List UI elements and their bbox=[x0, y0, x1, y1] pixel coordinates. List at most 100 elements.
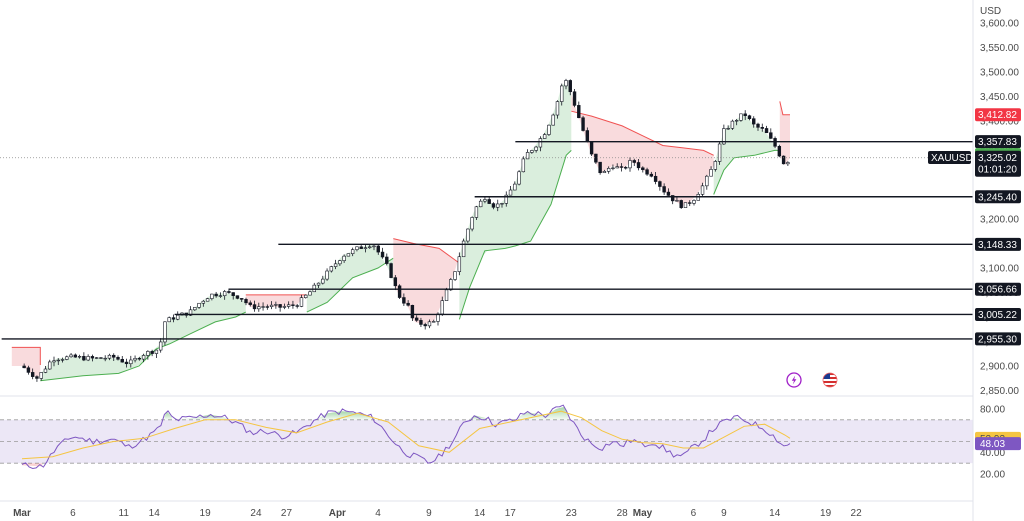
level-price-label: 3,148.33 bbox=[978, 240, 1017, 251]
candle-body bbox=[257, 306, 261, 310]
candle-body bbox=[56, 359, 60, 362]
candle-body bbox=[722, 128, 726, 145]
candle-body bbox=[163, 321, 167, 343]
candle-body bbox=[700, 185, 705, 195]
level-price-label: 3,245.40 bbox=[978, 192, 1017, 203]
candle-body bbox=[137, 358, 142, 360]
candle-body bbox=[282, 306, 287, 308]
candle-body bbox=[624, 167, 628, 169]
candle-body bbox=[154, 349, 159, 354]
candle-body bbox=[410, 304, 415, 319]
candle-body bbox=[756, 123, 760, 128]
candle-body bbox=[171, 317, 176, 320]
candle-body bbox=[350, 249, 355, 255]
candle-body bbox=[116, 356, 120, 360]
us-flag-icon[interactable] bbox=[822, 372, 838, 388]
price-tick-label: 3,550.00 bbox=[980, 43, 1019, 54]
rsi-ma-line bbox=[21, 410, 791, 460]
rsi-overbought-fill bbox=[317, 411, 373, 420]
candle-body bbox=[440, 300, 444, 315]
rsi-overbought-fill bbox=[517, 407, 569, 420]
candle-body bbox=[393, 277, 398, 287]
candle-body bbox=[777, 145, 782, 157]
supertrend-up-fill bbox=[306, 243, 394, 313]
price-label-red: 3,412.82 bbox=[978, 110, 1017, 121]
level-price-label: 3,357.83 bbox=[978, 137, 1017, 148]
candle-body bbox=[77, 356, 82, 358]
level-price-tag bbox=[975, 190, 1021, 204]
candle-body bbox=[752, 118, 756, 125]
candle-body bbox=[43, 368, 48, 373]
candle-body bbox=[261, 306, 265, 308]
price-tick-label: 2,900.00 bbox=[980, 362, 1019, 373]
candle-body bbox=[26, 367, 31, 373]
supertrend-down-line bbox=[779, 101, 790, 116]
candle-body bbox=[193, 307, 197, 311]
rsi-value-tag bbox=[975, 437, 1021, 451]
candle-body bbox=[513, 183, 517, 191]
candle-body bbox=[312, 284, 316, 293]
candle-body bbox=[94, 357, 99, 359]
rsi-pane bbox=[0, 395, 973, 470]
supertrend-up-line bbox=[458, 150, 572, 320]
price-tick-label: 3,400.00 bbox=[980, 117, 1019, 128]
candle-body bbox=[141, 355, 146, 360]
candle-body bbox=[568, 80, 572, 93]
candle-body bbox=[760, 127, 764, 129]
candle-body bbox=[214, 293, 218, 297]
rsi-tick-label: 20.00 bbox=[980, 470, 1005, 481]
candle-body bbox=[252, 304, 257, 310]
candle-body bbox=[269, 304, 274, 308]
rsi-axis-ticks: 80.00 40.00 20.00 bbox=[980, 405, 1005, 481]
candle-body bbox=[581, 117, 585, 131]
level-price-tag bbox=[975, 282, 1021, 296]
candle-body bbox=[402, 297, 406, 304]
candle-body bbox=[205, 298, 210, 302]
lightning-icon[interactable] bbox=[786, 372, 802, 388]
candle-body bbox=[329, 266, 334, 272]
candle-body bbox=[321, 278, 325, 284]
candle-body bbox=[470, 217, 474, 230]
level-price-tag bbox=[975, 237, 1021, 251]
candle-body bbox=[22, 365, 26, 369]
candle-body bbox=[146, 351, 150, 356]
candle-body bbox=[747, 115, 752, 119]
candle-body bbox=[641, 167, 645, 171]
level-price-tag bbox=[975, 307, 1021, 321]
candle-body bbox=[218, 295, 223, 297]
price-label-last: 3,325.02 bbox=[978, 153, 1017, 164]
candle-body bbox=[717, 143, 722, 162]
candle-body bbox=[653, 175, 658, 182]
candle-body bbox=[530, 150, 534, 153]
candle-body bbox=[372, 245, 376, 248]
candle-body bbox=[636, 162, 641, 169]
rsi-value-label: 48.03 bbox=[980, 439, 1005, 450]
candle-body bbox=[491, 203, 496, 208]
candle-body bbox=[769, 132, 773, 139]
date-tick-label: 4 bbox=[375, 508, 381, 519]
candle-body bbox=[560, 85, 564, 102]
date-tick-label: 14 bbox=[149, 508, 161, 519]
candle-body bbox=[423, 324, 427, 327]
rsi-tick-label: 80.00 bbox=[980, 405, 1005, 416]
candle-body bbox=[150, 351, 154, 354]
price-axis-labels: 3,357.83 3,245.40 3,148.33 3,056.66 3,005.22… bbox=[975, 108, 1021, 451]
candle-body bbox=[432, 321, 436, 323]
candle-body bbox=[158, 341, 163, 351]
candle-body bbox=[222, 291, 227, 297]
candle-body bbox=[380, 251, 385, 258]
candle-body bbox=[734, 120, 739, 122]
date-tick-label: May bbox=[633, 508, 653, 519]
candle-body bbox=[368, 246, 372, 249]
supertrend-down-fill bbox=[11, 347, 41, 378]
supertrend-up-line bbox=[713, 149, 780, 195]
candle-body bbox=[602, 171, 607, 174]
candle-body bbox=[449, 279, 453, 291]
date-tick-label: 19 bbox=[200, 508, 212, 519]
candle-body bbox=[406, 302, 410, 306]
price-tick-label: 3,600.00 bbox=[980, 19, 1019, 30]
candle-body bbox=[414, 317, 419, 321]
candle-body bbox=[444, 289, 449, 301]
candle-body bbox=[299, 297, 304, 307]
